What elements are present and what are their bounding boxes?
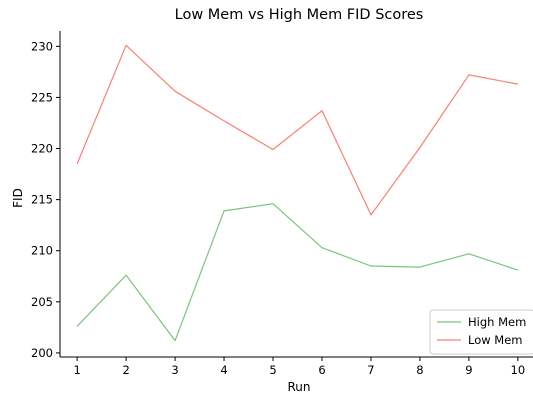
x-tick-label: 7 — [367, 363, 374, 377]
y-axis-label: FID — [11, 188, 25, 208]
x-tick-label: 10 — [511, 363, 526, 377]
x-tick-label: 2 — [122, 363, 129, 377]
plot-lines — [76, 44, 519, 342]
y-tick-label: 210 — [31, 244, 53, 258]
axes-frame — [59, 31, 533, 358]
x-tick-label: 6 — [318, 363, 325, 377]
x-axis-label: Run — [287, 380, 310, 394]
x-tick-label: 8 — [416, 363, 423, 377]
legend-box — [429, 309, 533, 355]
legend-label-high-mem: High Mem — [468, 315, 526, 329]
y-tick-label: 205 — [31, 295, 53, 309]
x-axis-ticks: 1 2 3 4 5 6 7 8 9 10 — [73, 357, 525, 377]
y-tick-label: 225 — [31, 90, 53, 104]
x-tick-label: 1 — [73, 363, 80, 377]
series-line-high-mem — [76, 203, 519, 342]
y-tick-label: 220 — [31, 142, 53, 156]
chart-title: Low Mem vs High Mem FID Scores — [175, 7, 424, 23]
y-axis-ticks: 200 205 210 215 220 225 230 — [31, 39, 60, 360]
x-tick-label: 3 — [171, 363, 178, 377]
x-tick-label: 5 — [269, 363, 276, 377]
x-tick-label: 9 — [465, 363, 472, 377]
legend: High Mem Low Mem — [429, 309, 533, 355]
legend-label-low-mem: Low Mem — [468, 333, 523, 347]
y-tick-label: 215 — [31, 193, 53, 207]
y-tick-label: 230 — [31, 39, 53, 53]
x-tick-label: 4 — [220, 363, 227, 377]
series-line-low-mem — [76, 44, 519, 216]
y-tick-label: 200 — [31, 346, 53, 360]
